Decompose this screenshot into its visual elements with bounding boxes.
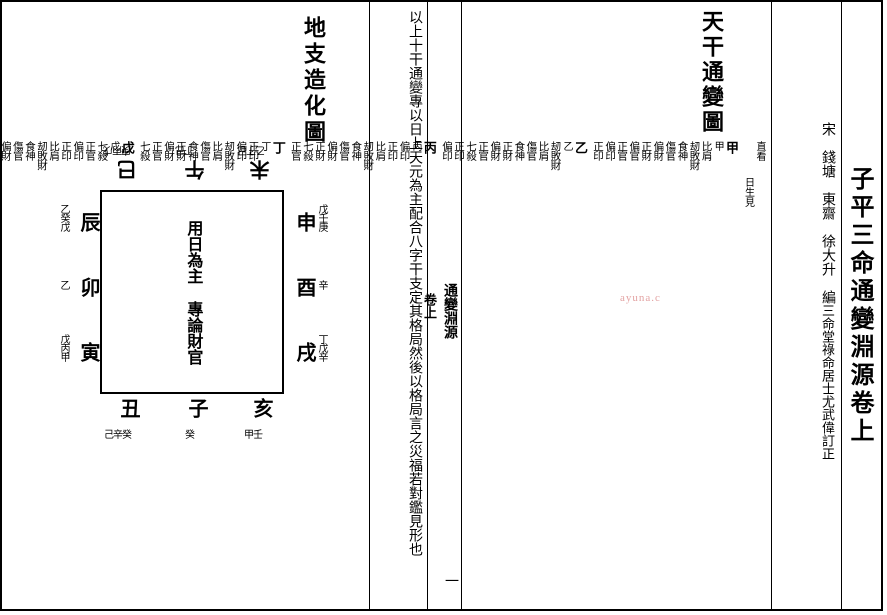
spine-subtitle: 卷上 <box>420 293 439 319</box>
hidden-hai: 甲壬 <box>244 426 262 441</box>
table-row-header-column: 直看日生見 <box>742 141 765 603</box>
table-column: 甲甲比肩刼敗財食神傷官偏財正財偏官正官偏印正印 <box>591 141 738 603</box>
stem-subheader: 甲 <box>712 141 724 597</box>
tengod-cell: 傷官 <box>663 141 675 600</box>
hidden-you: 辛 <box>314 280 329 289</box>
branch-wei: 未 <box>247 160 276 180</box>
tengod-cell: 正官 <box>476 141 488 600</box>
tengod-cell: 偏印 <box>397 141 409 600</box>
diagram-panel: 地支造化圖 用日為主 專論財官 亥 甲壬 子 癸 丑 己辛癸 寅 戊丙甲 卯 乙… <box>2 2 369 609</box>
hidden-xu: 丁戊辛 <box>314 334 329 361</box>
stem-header: 乙 <box>572 141 587 599</box>
tengod-cell: 比肩 <box>373 141 385 600</box>
hidden-mao: 乙 <box>56 280 71 289</box>
stem-subheader: 乙 <box>561 141 573 597</box>
tengod-cell: 偏官 <box>627 141 639 600</box>
page-spread: 子平三命通變淵源卷上 宋 錢塘 東齋 徐大升 編 三命堂祿命居士尤武偉訂正 天干… <box>0 0 883 611</box>
tengod-cell: 比肩 <box>700 141 712 600</box>
tengod-cell: 正官 <box>615 141 627 600</box>
tengod-cell: 正印 <box>591 141 603 600</box>
tengod-cell: 正印 <box>385 141 397 600</box>
center-spine: 通變淵源 卷上 一 <box>427 2 461 609</box>
header-label-left: 日生見 <box>742 177 754 599</box>
hidden-wu: 丁己 <box>176 144 194 159</box>
tengod-cell: 偏財 <box>488 141 500 600</box>
hidden-si: 庚丙戊 <box>104 144 131 159</box>
hidden-zi: 癸 <box>185 426 194 441</box>
branch-mao: 卯 <box>74 277 103 297</box>
hidden-yin: 戊丙甲 <box>56 334 71 361</box>
tengod-cell: 傷官 <box>524 141 536 600</box>
tengod-cell: 七殺 <box>464 141 476 600</box>
author-line-2: 三命堂祿命居士尤武偉訂正 <box>776 304 837 460</box>
branch-wu: 午 <box>182 160 211 180</box>
branch-hai: 亥 <box>247 398 276 418</box>
stem-header: 甲 <box>723 141 738 599</box>
hidden-shen: 戊壬庚 <box>314 204 329 231</box>
stem-subheader: 丙 <box>409 141 421 597</box>
book-title-column: 子平三命通變淵源卷上 <box>841 2 881 609</box>
tengod-cell: 正財 <box>500 141 512 600</box>
author-line-1: 宋 錢塘 東齋 徐大升 編 <box>780 122 837 304</box>
header-label-right: 直看 <box>754 141 766 599</box>
table-column: 乙乙刼敗財比肩傷官食神正財偏財正官七殺正印偏印 <box>440 141 587 603</box>
hidden-chen: 乙癸戊 <box>56 204 71 231</box>
tengod-cell: 食神 <box>675 141 687 600</box>
author-column: 宋 錢塘 東齋 徐大升 編 三命堂祿命居士尤武偉訂正 <box>771 2 841 609</box>
tengods-table-title: 天干通變圖 <box>695 10 727 135</box>
watermark-text: ayuna.c <box>620 292 661 304</box>
tengod-cell: 偏印 <box>603 141 615 600</box>
diagram-square: 用日為主 專論財官 <box>100 190 284 394</box>
tengod-cell: 刼敗財 <box>687 141 699 600</box>
tengod-cell: 正財 <box>639 141 651 600</box>
tengod-cell: 偏財 <box>651 141 663 600</box>
hidden-wei: 乙丁己 <box>238 144 265 159</box>
tengods-table: 直看日生見甲甲比肩刼敗財食神傷官偏財正財偏官正官偏印正印乙乙刼敗財比肩傷官食神正… <box>466 141 767 603</box>
branch-zi: 子 <box>182 398 211 418</box>
tengod-cell: 刼敗財 <box>548 141 560 600</box>
branch-si: 巳 <box>114 160 143 180</box>
branch-yin: 寅 <box>74 342 103 362</box>
spine-title: 通變淵源 <box>439 283 459 339</box>
center-line-2: 專論財官 <box>184 301 201 365</box>
center-line-1: 用日為主 <box>184 220 201 284</box>
book-title: 子平三命通變淵源卷上 <box>846 166 877 446</box>
tengod-cell: 食神 <box>512 141 524 600</box>
branch-diagram: 用日為主 專論財官 亥 甲壬 子 癸 丑 己辛癸 寅 戊丙甲 卯 乙 辰 乙癸戊… <box>42 112 342 472</box>
branch-chen: 辰 <box>74 212 103 232</box>
tengods-table-panel: 天干通變圖 直看日生見甲甲比肩刼敗財食神傷官偏財正財偏官正官偏印正印乙乙刼敗財比… <box>461 2 771 609</box>
diagram-center-text: 用日為主 專論財官 <box>178 220 207 365</box>
branch-chou: 丑 <box>114 398 143 418</box>
spine-page-number: 一 <box>445 571 459 591</box>
hidden-chou: 己辛癸 <box>104 426 131 441</box>
tengod-cell: 比肩 <box>536 141 548 600</box>
